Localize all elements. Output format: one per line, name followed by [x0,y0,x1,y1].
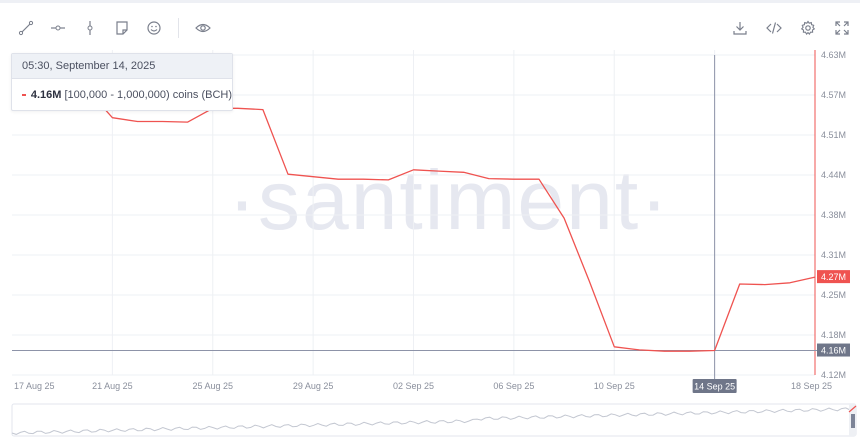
x-tick-label: 29 Aug 25 [293,381,334,391]
y-tick-label: 4.31M [821,250,846,260]
note-icon[interactable] [110,16,134,40]
tooltip-metric-label: [100,000 - 1,000,000) coins (BCH) [64,88,232,101]
navigator-series-end [848,405,857,413]
crosshair-date-label: 14 Sep 25 [694,382,735,392]
y-tick-label: 4.44M [821,170,846,180]
crosshair-tooltip: 05:30, September 14, 2025 4.16M [100,000… [11,53,233,111]
line-draw-icon[interactable] [14,16,38,40]
eye-icon[interactable] [191,16,215,40]
emoji-icon[interactable] [142,16,166,40]
series-color-swatch [22,93,26,96]
top-border [0,0,860,3]
y-tick-label: 4.57M [821,90,846,100]
x-tick-label: 21 Aug 25 [92,381,133,391]
navigator-handle [851,414,855,428]
crosshair-value-label: 4.16M [821,346,846,356]
y-tick-label: 4.38M [821,210,846,220]
horizontal-line-icon[interactable] [46,16,70,40]
y-tick-label: 4.12M [821,370,846,380]
vertical-line-icon[interactable] [78,16,102,40]
download-icon[interactable] [728,16,752,40]
tooltip-value: 4.16M [30,88,62,101]
crosshair-value-box [817,343,850,357]
x-tick-label: 02 Sep 25 [393,381,434,391]
toolbar-divider [178,18,179,38]
navigator-line [11,407,851,435]
x-tick-label: 06 Sep 25 [493,381,534,391]
drawing-toolbar [14,16,215,40]
x-tick-label: 17 Aug 25 [14,381,55,391]
crosshair-date-box [692,379,737,393]
y-tick-label: 4.25M [821,290,846,300]
tooltip-date: 05:30, September 14, 2025 [12,54,232,79]
embed-code-icon[interactable] [762,16,786,40]
y-tick-label: 4.51M [821,130,846,140]
fullscreen-icon[interactable] [830,16,854,40]
y-tick-label: 4.63M [821,50,846,60]
chart-actions-toolbar [728,16,854,40]
last-value-label: 4.27M [821,272,846,282]
series-line [12,73,816,352]
x-tick-label: 25 Aug 25 [192,381,233,391]
settings-icon[interactable] [796,16,820,40]
x-tick-label: 18 Sep 25 [791,381,832,391]
y-tick-label: 4.18M [821,330,846,340]
tooltip-series-row: 4.16M [100,000 - 1,000,000) coins (BCH) [12,79,232,110]
navigator-frame [11,403,857,437]
x-tick-label: 10 Sep 25 [594,381,635,391]
last-value-box [817,270,850,284]
santiment-watermark: ·santiment· [228,153,671,247]
